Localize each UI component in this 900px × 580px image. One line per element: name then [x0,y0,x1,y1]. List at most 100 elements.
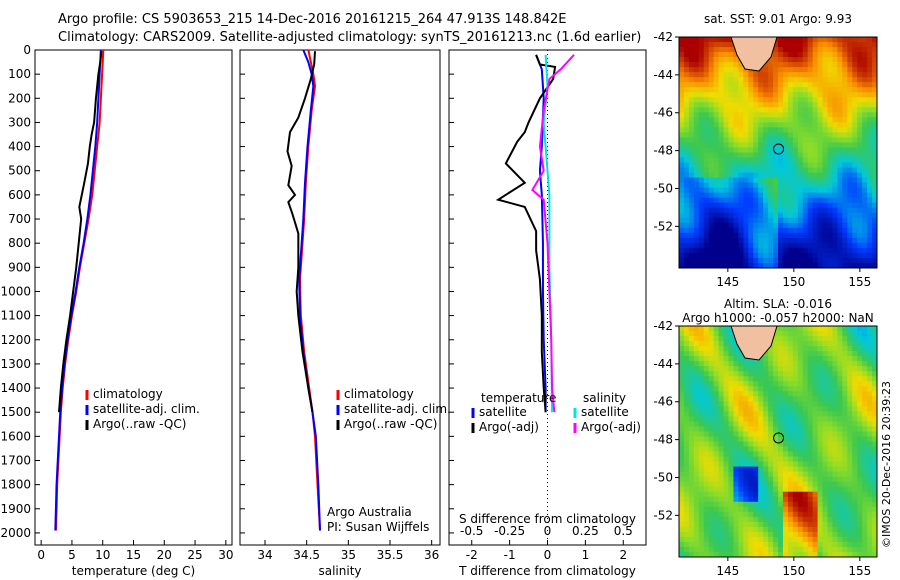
map-cell [792,461,799,468]
map-cell [837,192,843,199]
map-cell [802,456,809,463]
map-cell [758,87,764,93]
map-cell [773,461,779,468]
map-cell [827,232,833,239]
map-cell [703,331,710,337]
map-cell [832,227,838,234]
map-cell [862,341,868,347]
map-cell [703,232,710,239]
map-cell [872,147,878,153]
map-cell [807,222,814,229]
map-cell [713,57,720,63]
map-cell [872,391,878,397]
map-cell [679,102,685,108]
map-cell [778,451,784,458]
map-cell [679,426,685,432]
map-cell [708,202,715,209]
map-cell [723,346,729,352]
map-cell [852,127,858,133]
map-cell [837,162,843,169]
map-cell [768,177,774,184]
map-cell [802,341,809,347]
map-cell [832,541,838,548]
map-cell [723,262,729,269]
y-tick-label: 700 [8,212,31,226]
map-cell [842,531,848,538]
map-cell [837,247,843,254]
map-cell [778,386,784,392]
map-cell [797,426,804,432]
map-cell [683,167,690,174]
map-cell [872,366,878,372]
map-cell [812,491,819,498]
map-cell [807,461,814,468]
map-cell [832,127,838,133]
map-cell [758,411,764,417]
map-cell [862,391,868,397]
map-cell [842,217,848,224]
map-cell [733,376,739,382]
map-cell [708,212,715,219]
map-cell [698,531,705,538]
map-cell [698,82,705,88]
map-cell [748,82,754,88]
map-cell [837,147,843,153]
map-cell [802,172,809,179]
map-cell [797,446,804,453]
map-cell [773,152,779,159]
map-cell [802,391,809,397]
map-cell [857,247,863,254]
map-cell [698,371,705,377]
map-cell [867,376,873,382]
map-cell [723,137,729,143]
map-cell [802,192,809,199]
map-cell [822,87,828,93]
map-cell [807,346,814,352]
map-cell [822,237,828,244]
legend-title-temperature: temperature [481,391,556,405]
map-cell [688,237,695,244]
map-cell [797,257,804,264]
map-cell [713,117,720,123]
map-cell [698,406,705,412]
map-cell [748,456,754,463]
map-cell [857,486,863,493]
map-cell [688,107,695,113]
map-cell [832,157,838,164]
map-cell [758,177,764,184]
map-cell [782,187,789,194]
map-cell [718,162,725,169]
map-cell [787,466,794,473]
map-cell [733,366,739,372]
map-cell [867,262,873,269]
map-cell [693,461,700,468]
map-cell [847,67,853,73]
map-cell [778,157,784,164]
map-cell [832,451,838,458]
map-cell [797,421,804,427]
map-cell [807,122,814,128]
map-cell [778,162,784,169]
map-cell [733,441,739,448]
map-cell [862,112,868,118]
map-cell [807,152,814,159]
map-cell [822,52,828,58]
map-cell [708,401,715,407]
map-cell [698,252,705,259]
map-cell [827,416,833,422]
map-cell [723,531,729,538]
map-cell [683,157,690,164]
map-cell [743,102,749,108]
map-cell [842,212,848,219]
map-cell [872,496,878,503]
map-cell [862,142,868,148]
map-cell [792,227,799,234]
map-cell [778,37,784,43]
map-cell [827,366,833,372]
map-cell [713,531,720,538]
map-cell [822,117,828,123]
map-cell [857,92,863,98]
x2-tick-label: -0.5 [460,524,483,538]
map-cell [748,217,754,224]
legend-label: satellite-adj. clim. [93,402,200,416]
